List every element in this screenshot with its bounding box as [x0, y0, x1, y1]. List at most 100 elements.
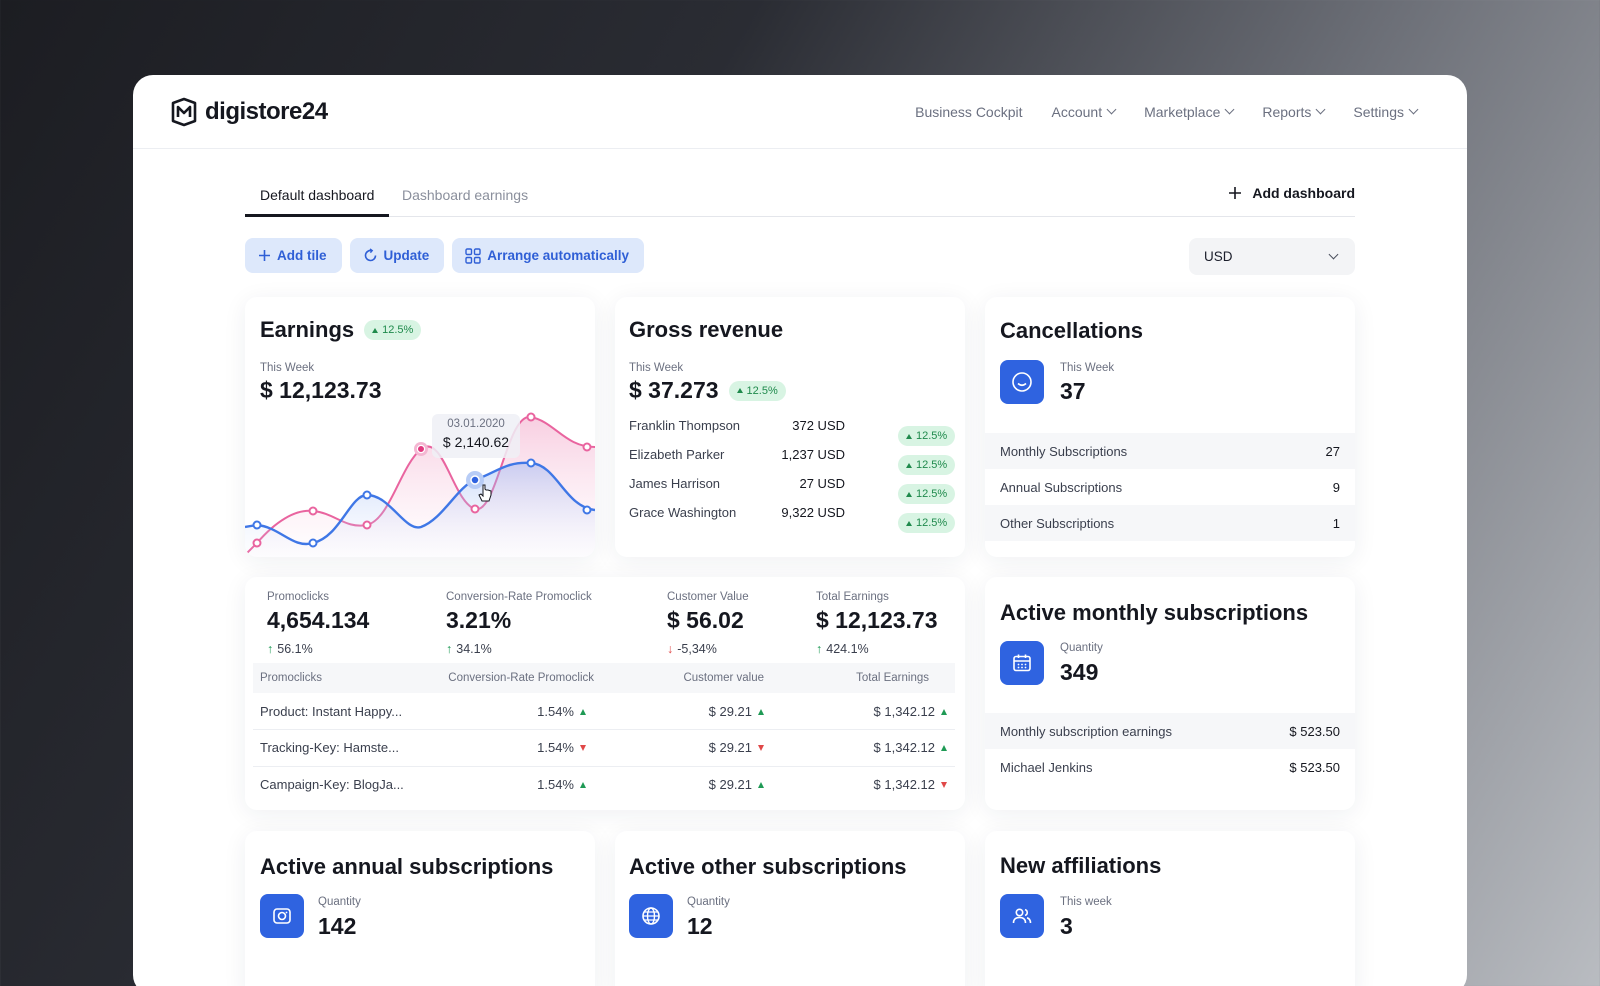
currency-select[interactable]: USD: [1189, 238, 1355, 275]
active-monthly-list: Monthly subscription earnings $ 523.50 Mi…: [985, 713, 1355, 785]
app-window: digistore24 Business Cockpit Account Mar…: [133, 75, 1467, 986]
plus-icon: [259, 250, 270, 261]
revenue-row-badge-value: 12.5%: [916, 459, 948, 471]
row-cv-cell: $ 29.21: [594, 766, 772, 803]
revenue-row-name: Grace Washington: [629, 505, 737, 520]
cancellations-card[interactable]: Cancellations This Week 37 Monthly Subsc…: [985, 297, 1355, 557]
list-item-label: Other Subscriptions: [1000, 515, 1115, 531]
list-item: Monthly subscription earnings $ 523.50: [985, 713, 1355, 749]
column-header[interactable]: Promoclicks: [253, 663, 423, 693]
row-total-cell: $ 1,342.12: [772, 693, 955, 730]
pink-series-point: [308, 506, 318, 516]
column-header[interactable]: Total Earnings: [772, 663, 955, 693]
kpi-delta: ↑ 424.1%: [816, 642, 938, 656]
trend-up-icon: [736, 388, 743, 393]
list-item-label: Michael Jenkins: [1000, 759, 1093, 775]
row-name: Tracking-Key: Hamste...: [253, 729, 423, 767]
table-row[interactable]: Product: Instant Happy... 1.54% $ 29.21 …: [253, 693, 955, 730]
trend-down-icon: [758, 745, 764, 752]
active-monthly-subscriptions-card[interactable]: Active monthly subscriptions Quantity 34…: [985, 577, 1355, 810]
chevron-down-icon: [1224, 104, 1235, 115]
nav-reports[interactable]: Reports: [1262, 103, 1326, 120]
arrow-up-icon: ↑: [267, 642, 274, 656]
active-other-subscriptions-card[interactable]: Active other subscriptions Quantity 12: [615, 831, 965, 986]
users-icon: [1012, 908, 1032, 924]
list-item-label: Monthly subscription earnings: [1000, 723, 1172, 739]
table-row[interactable]: Tracking-Key: Hamste... 1.54% $ 29.21 $ …: [253, 729, 955, 767]
camera-icon: [273, 908, 291, 924]
kpi-label: Customer Value: [667, 591, 749, 603]
kpi-delta-value: -5,34%: [677, 642, 717, 656]
tab-default-dashboard[interactable]: Default dashboard: [260, 187, 375, 203]
trend-up-icon: [906, 433, 912, 439]
pink-series-point: [526, 412, 536, 422]
top-navigation-bar: digistore24 Business Cockpit Account Mar…: [133, 75, 1467, 149]
active-tab-indicator: [245, 214, 389, 217]
list-item-label: Annual Subscriptions: [1000, 479, 1123, 495]
revenue-row-amount: 9,322 USD: [781, 505, 845, 520]
earnings-title: Earnings: [260, 317, 355, 342]
nav-account[interactable]: Account: [1052, 104, 1117, 120]
new-affiliations-label: This week: [1060, 896, 1112, 908]
kpi-value: 3.21%: [446, 607, 512, 633]
list-item-value: 9: [1332, 479, 1340, 495]
row-total-cell: $ 1,342.12: [772, 766, 955, 803]
trend-up-icon: [941, 745, 947, 752]
column-header[interactable]: Customer value: [594, 663, 772, 693]
brand-logo[interactable]: digistore24: [169, 97, 328, 127]
gross-revenue-value: $ 37.273: [629, 377, 719, 403]
new-affiliations-card[interactable]: New affiliations This week 3: [985, 831, 1355, 986]
update-button[interactable]: Update: [349, 238, 445, 273]
active-annual-subscriptions-card[interactable]: Active annual subscriptions Quantity 142: [245, 831, 595, 986]
kpi-value: $ 56.02: [667, 607, 744, 633]
currency-value: USD: [1204, 249, 1233, 264]
trend-up-icon: [758, 782, 764, 788]
kpi-label: Promoclicks: [267, 591, 329, 603]
trend-up-icon: [941, 708, 947, 715]
trend-up-icon: [580, 708, 586, 715]
list-item-value: 1: [1332, 515, 1340, 531]
active-other-value: 12: [687, 913, 713, 939]
list-item: Monthly Subscriptions 27: [985, 433, 1355, 469]
gross-revenue-card[interactable]: Gross revenue This Week $ 37.273 12.5% F…: [615, 297, 965, 557]
chevron-down-icon: [1328, 249, 1339, 260]
nav-settings[interactable]: Settings: [1353, 104, 1419, 120]
arrow-down-icon: ↓: [667, 642, 674, 656]
trend-up-icon: [906, 491, 912, 497]
row-cv: $ 29.21: [708, 740, 752, 756]
pink-series-point: [470, 504, 480, 514]
revenue-row-name: Elizabeth Parker: [629, 447, 725, 462]
row-total: $ 1,342.12: [873, 703, 935, 719]
nav-marketplace[interactable]: Marketplace: [1144, 103, 1235, 120]
gross-revenue-title: Gross revenue: [629, 317, 784, 342]
revenue-row-badge-value: 12.5%: [916, 488, 948, 500]
chevron-down-icon: [1408, 104, 1419, 115]
kpi-delta-value: 34.1%: [456, 642, 492, 656]
globe-icon: [642, 907, 660, 925]
revenue-row-amount: 372 USD: [792, 418, 845, 433]
promoclicks-card[interactable]: Promoclicks 4,654.134 ↑ 56.1% Conversion-…: [245, 577, 965, 810]
earnings-badge-value: 12.5%: [382, 324, 414, 336]
blue-series-point: [582, 505, 592, 515]
revenue-row-badge: 12.5%: [898, 426, 956, 446]
nav-business-cockpit[interactable]: Business Cockpit: [915, 104, 1022, 120]
earnings-line-chart[interactable]: [245, 297, 595, 557]
active-monthly-icon-tile: [1000, 641, 1044, 685]
promoclicks-table: Promoclicks Conversion-Rate Promoclick C…: [253, 663, 955, 803]
kpi-delta-value: 424.1%: [826, 642, 869, 656]
column-header[interactable]: Conversion-Rate Promoclick: [423, 663, 594, 693]
arrange-automatically-button[interactable]: Arrange automatically: [452, 238, 645, 273]
revenue-row-badge: 12.5%: [898, 484, 956, 504]
earnings-card[interactable]: Earnings 12.5% This Week $ 12,123.73: [245, 297, 595, 557]
smile-icon: [1012, 372, 1032, 392]
tab-dashboard-earnings[interactable]: Dashboard earnings: [402, 187, 529, 203]
active-monthly-label: Quantity: [1060, 642, 1103, 654]
row-rate-cell: 1.54%: [423, 766, 594, 803]
add-dashboard-button[interactable]: Add dashboard: [1228, 185, 1355, 201]
nav-label: Marketplace: [1144, 103, 1221, 120]
table-header-row: Promoclicks Conversion-Rate Promoclick C…: [253, 663, 955, 693]
trend-up-icon: [758, 708, 764, 715]
add-tile-button[interactable]: Add tile: [245, 238, 342, 273]
nav-label: Reports: [1262, 103, 1312, 120]
table-row[interactable]: Campaign-Key: BlogJa... 1.54% $ 29.21 $ …: [253, 766, 955, 803]
